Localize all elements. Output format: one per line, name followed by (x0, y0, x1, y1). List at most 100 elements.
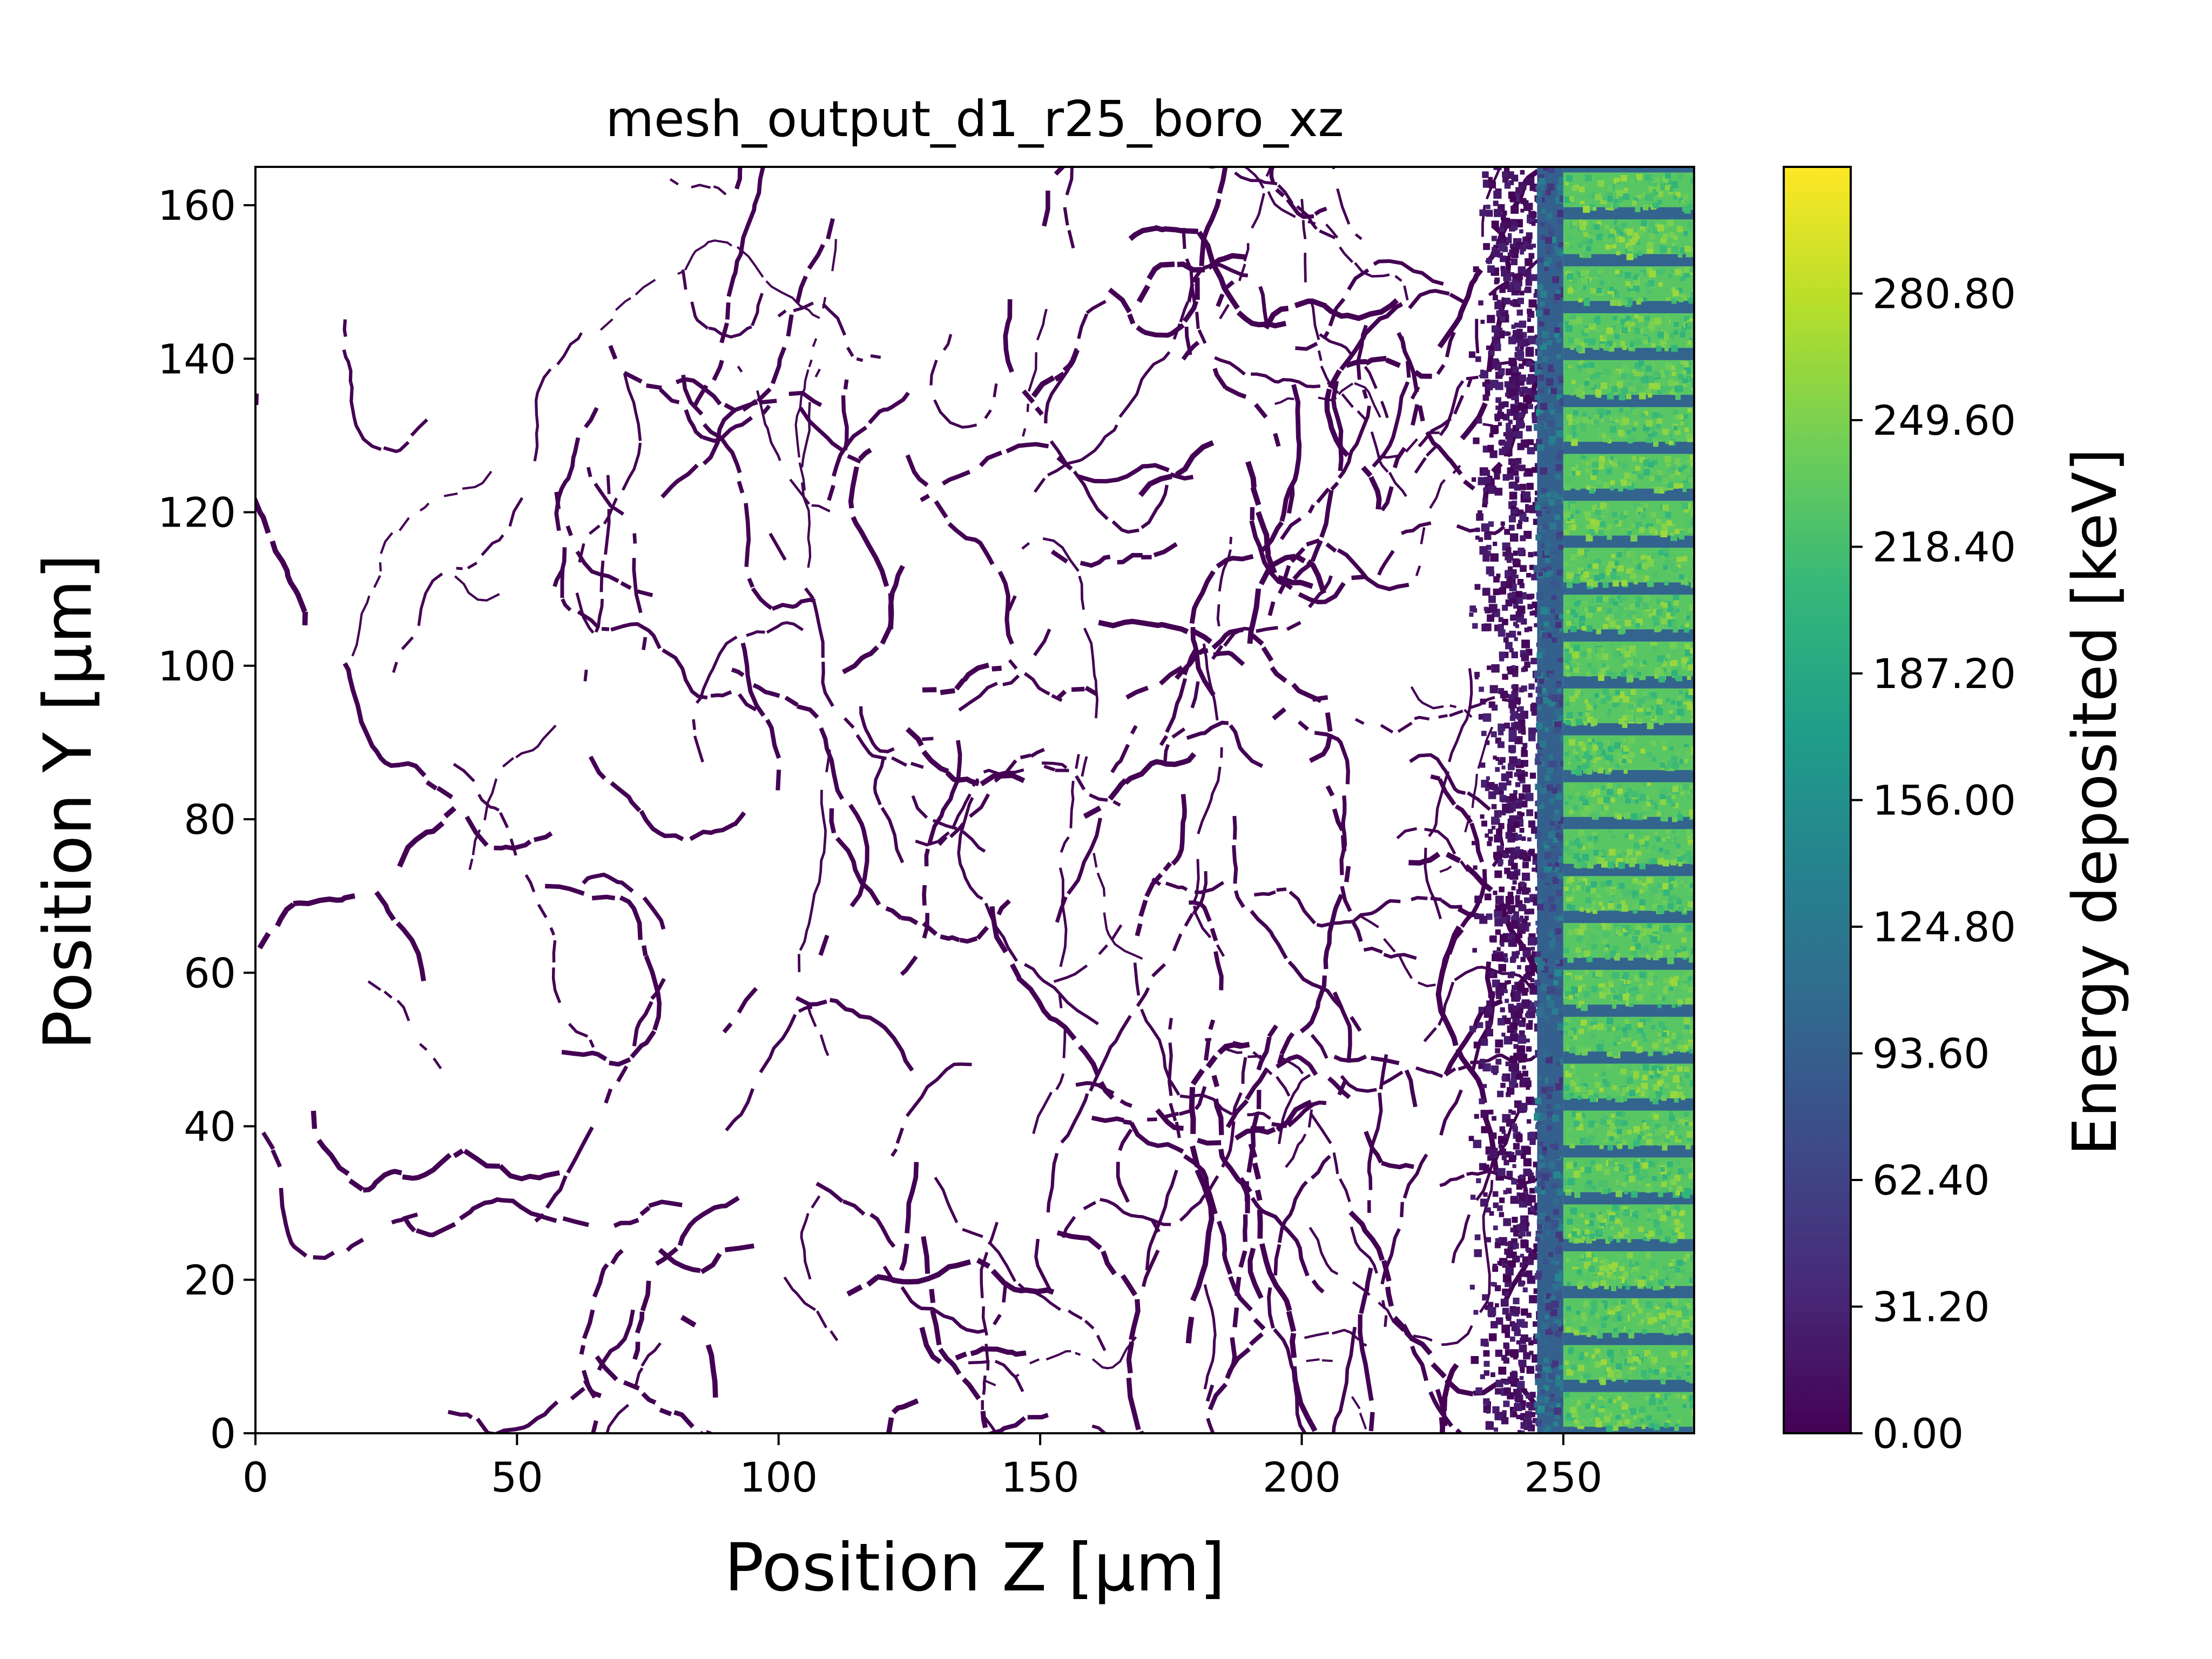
pixel (1482, 1063, 1491, 1071)
pixel (1662, 318, 1669, 325)
pixel (1511, 1178, 1518, 1185)
pixel (1618, 313, 1623, 319)
pixel (1656, 424, 1661, 428)
pixel (1513, 329, 1519, 336)
pixel (1648, 1368, 1654, 1373)
pixel (1556, 338, 1562, 343)
pixel (1537, 1075, 1542, 1080)
pixel (1515, 851, 1521, 856)
pixel (1656, 346, 1662, 352)
pixel (1671, 524, 1675, 528)
pixel (1526, 274, 1532, 280)
track (1380, 994, 1495, 1285)
pixel (1601, 1071, 1606, 1076)
pixel (1579, 907, 1584, 912)
pixel (1656, 609, 1663, 616)
pixel (1483, 243, 1490, 250)
pixel (1587, 564, 1592, 569)
pixel (1473, 865, 1478, 870)
pixel (1494, 1412, 1503, 1420)
pixel (1636, 596, 1641, 602)
pixel (1520, 1400, 1526, 1407)
pixel (1612, 1262, 1618, 1267)
pixel (1626, 382, 1633, 389)
pixel (1602, 624, 1608, 629)
pixel (1510, 573, 1516, 579)
pixel (1580, 342, 1584, 346)
pixel (1532, 610, 1537, 616)
pixel (1624, 1167, 1629, 1172)
pixel (1529, 848, 1535, 855)
pixel (1572, 664, 1576, 669)
pixel (1575, 1049, 1581, 1055)
pixel (1636, 276, 1640, 281)
pixel (1506, 1151, 1512, 1158)
pixel (1643, 321, 1649, 326)
pixel (1521, 653, 1529, 662)
pixel (1486, 544, 1492, 550)
pixel (1662, 746, 1667, 751)
pixel (1627, 1077, 1633, 1084)
pixel (1553, 1421, 1559, 1427)
pixel (1620, 319, 1627, 326)
pixel (1592, 461, 1599, 468)
pixel (1612, 1267, 1616, 1272)
pixel (1642, 885, 1648, 892)
pixel (1593, 206, 1597, 211)
pixel (1691, 247, 1694, 253)
pixel (1630, 474, 1637, 481)
pixel (1632, 427, 1636, 431)
pixel (1629, 645, 1636, 652)
pixel (1675, 192, 1681, 198)
pixel (1527, 1337, 1532, 1342)
pixel (1658, 676, 1665, 683)
pixel (1674, 1175, 1681, 1181)
pixel (1565, 719, 1571, 725)
pixel (1559, 287, 1565, 293)
pixel (1601, 698, 1607, 704)
pixel (1583, 1374, 1588, 1379)
pixel (1649, 233, 1656, 240)
pixel (1503, 1291, 1509, 1297)
pixel (1535, 1378, 1542, 1385)
pixel (1541, 1173, 1549, 1181)
pixel (1689, 1277, 1694, 1284)
pixel (1666, 297, 1670, 301)
pixel (1535, 833, 1541, 839)
pixel (1671, 268, 1675, 273)
pixel (1494, 363, 1502, 370)
pixel (1510, 598, 1517, 604)
pixel (1539, 1162, 1546, 1169)
track (827, 392, 910, 501)
pixel (1688, 226, 1693, 231)
pixel (1589, 322, 1594, 326)
pixel (1536, 1009, 1543, 1016)
pixel (1668, 1271, 1675, 1278)
pixel (1639, 392, 1646, 400)
pixel (1484, 893, 1492, 901)
pixel (1617, 224, 1624, 230)
pixel (1627, 787, 1633, 793)
pixel (1647, 321, 1655, 329)
pixel (1675, 1311, 1682, 1318)
pixel (1671, 1034, 1676, 1040)
pixel (1622, 345, 1627, 350)
pixel (1553, 1198, 1560, 1205)
pixel (1640, 226, 1646, 233)
pixel (1554, 809, 1559, 814)
pixel (1494, 473, 1500, 480)
pixel (1555, 1260, 1560, 1265)
pixel (1525, 348, 1534, 357)
pixel (1606, 1367, 1611, 1372)
pixel (1599, 516, 1606, 523)
pixel (1559, 377, 1565, 383)
pixel (1544, 816, 1550, 821)
pixel (1674, 975, 1679, 980)
pixel (1648, 1161, 1654, 1167)
pixel (1539, 1212, 1546, 1219)
pixel (1607, 534, 1612, 540)
pixel (1591, 906, 1595, 911)
pixel (1666, 1302, 1673, 1309)
pixel (1545, 541, 1552, 548)
pixel (1566, 672, 1570, 677)
